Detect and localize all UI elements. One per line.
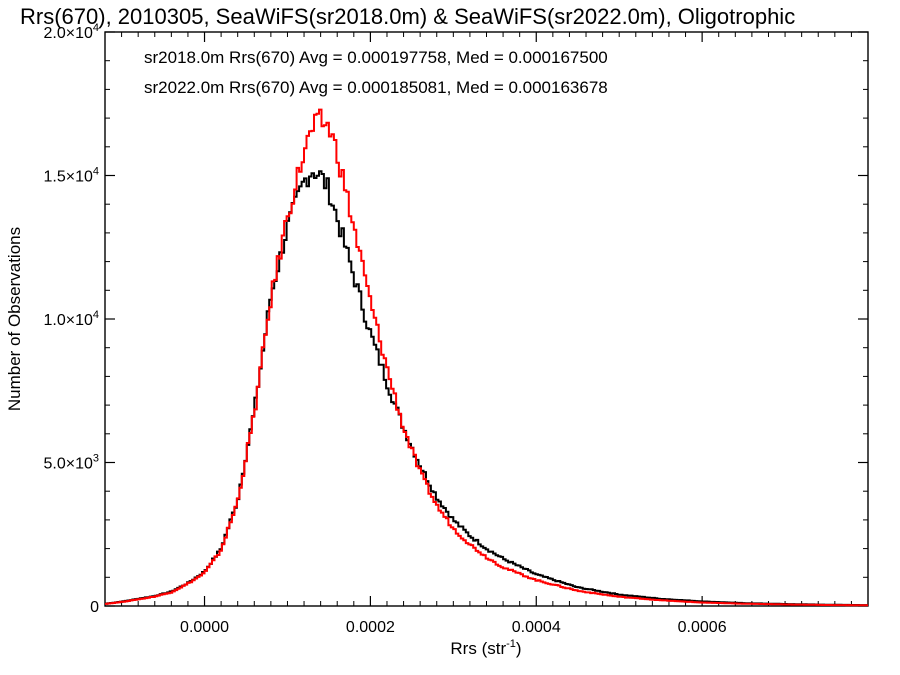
y-tick-label-base-4: 2.0×10 bbox=[43, 25, 92, 42]
x-tick-label-1: 0.0002 bbox=[346, 619, 395, 636]
y-tick-label-exp-4: 4 bbox=[93, 22, 99, 34]
x-tick-label-3: 0.0006 bbox=[678, 619, 727, 636]
legend-entry-sr2018: sr2018.0m Rrs(670) Avg = 0.000197758, Me… bbox=[144, 48, 608, 67]
x-tick-label-0: 0.0000 bbox=[180, 619, 229, 636]
y-tick-label-2: 1.0×104 bbox=[43, 309, 99, 329]
y-tick-label-base-1: 5.0×10 bbox=[43, 456, 92, 473]
y-tick-label-0: 0 bbox=[90, 599, 99, 616]
series-line-1 bbox=[105, 108, 868, 607]
y-tick-label-exp-2: 4 bbox=[93, 309, 99, 321]
y-tick-label-3: 1.5×104 bbox=[43, 166, 99, 186]
plot-frame bbox=[104, 31, 869, 607]
x-tick-label-2: 0.0004 bbox=[512, 619, 561, 636]
series-line-0 bbox=[105, 170, 868, 607]
x-axis-label: Rrs (str-1) bbox=[450, 638, 521, 658]
y-tick-label-1: 5.0×103 bbox=[43, 453, 99, 473]
x-axis-label-sup: -1 bbox=[506, 638, 516, 650]
y-tick-label-exp-3: 4 bbox=[93, 166, 99, 178]
y-axis-label: Number of Observations bbox=[5, 227, 24, 411]
legend-entry-sr2022: sr2022.0m Rrs(670) Avg = 0.000185081, Me… bbox=[144, 78, 608, 97]
y-tick-label-base-3: 1.5×10 bbox=[43, 169, 92, 186]
y-tick-label-base-2: 1.0×10 bbox=[43, 312, 92, 329]
y-tick-label-4: 2.0×104 bbox=[43, 22, 99, 42]
x-axis-label-end: ) bbox=[516, 639, 522, 658]
x-axis-label-main: Rrs (str bbox=[450, 639, 506, 658]
y-tick-label-exp-1: 3 bbox=[93, 453, 99, 465]
series-layer bbox=[105, 108, 868, 607]
chart-title: Rrs(670), 2010305, SeaWiFS(sr2018.0m) & … bbox=[20, 4, 795, 29]
x-axis-ticks: 0.0000 0.0002 0.0004 0.0006 bbox=[121, 32, 852, 636]
y-tick-label-base-0: 0 bbox=[90, 599, 99, 616]
